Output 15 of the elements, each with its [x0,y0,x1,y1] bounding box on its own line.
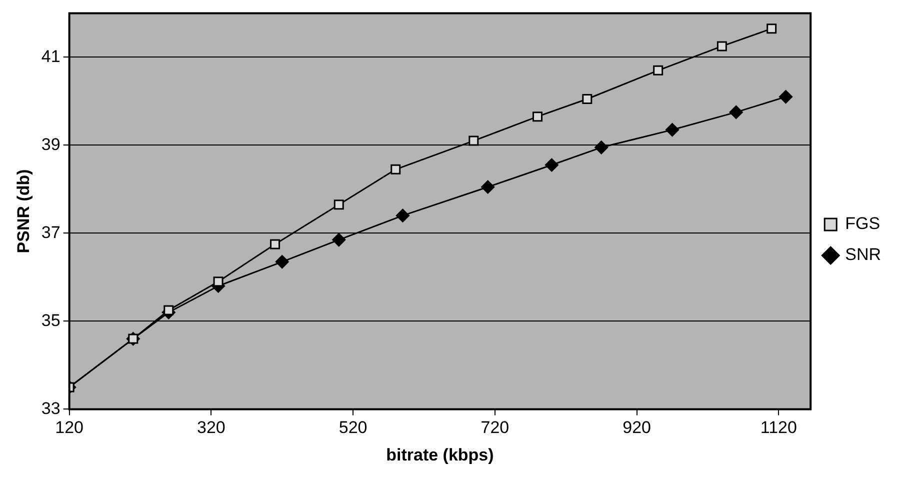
x-tick-label: 120 [55,418,84,438]
y-tick-label: 35 [41,310,60,330]
y-axis-title: PSNR (db) [14,169,33,254]
x-tick-label: 720 [480,418,510,438]
x-axis-title: bitrate (kbps) [386,445,494,464]
x-tick-label: 1120 [760,418,797,438]
y-tick-label: 41 [41,46,60,66]
y-tick-label: 37 [41,222,60,242]
legend-label: SNR [845,245,882,264]
y-tick-label: 39 [41,134,60,154]
x-tick-label: 320 [196,418,226,438]
legend-label: FGS [845,214,880,234]
x-tick-label: 920 [622,418,651,438]
y-tick-label: 33 [41,398,60,418]
x-tick-label: 520 [338,418,368,438]
